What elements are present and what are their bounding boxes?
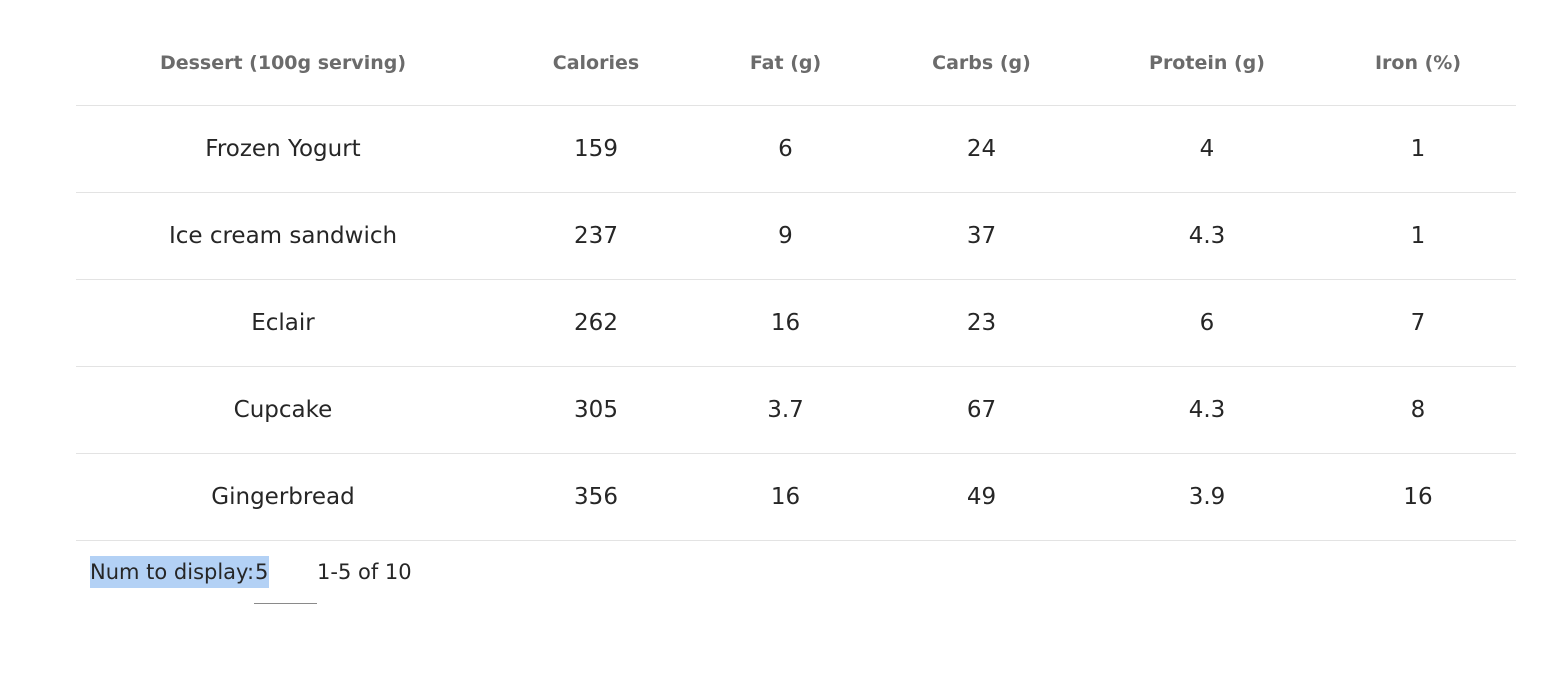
table-body: Frozen Yogurt 159 6 24 4 1 Ice cream san… — [76, 105, 1516, 541]
cell-calories: 159 — [490, 105, 702, 193]
cell-protein: 4.3 — [1094, 192, 1320, 280]
table-row[interactable]: Eclair 262 16 23 6 7 — [76, 279, 1516, 367]
cell-protein: 4 — [1094, 105, 1320, 193]
num-to-display-value: 5 — [254, 556, 270, 588]
cell-carbs: 23 — [869, 279, 1094, 367]
cell-protein: 4.3 — [1094, 366, 1320, 454]
cell-calories: 356 — [490, 453, 702, 541]
cell-iron: 1 — [1320, 192, 1516, 280]
pagination-bar: Num to display: 5 1-5 of 10 — [90, 556, 412, 606]
header-row: Dessert (100g serving) Calories Fat (g) … — [76, 20, 1516, 106]
cell-dessert: Ice cream sandwich — [76, 192, 490, 280]
cell-fat: 3.7 — [702, 366, 869, 454]
header-iron[interactable]: Iron (%) — [1320, 20, 1516, 106]
cell-dessert: Cupcake — [76, 366, 490, 454]
cell-iron: 8 — [1320, 366, 1516, 454]
table-row[interactable]: Cupcake 305 3.7 67 4.3 8 — [76, 366, 1516, 454]
cell-calories: 305 — [490, 366, 702, 454]
cell-carbs: 67 — [869, 366, 1094, 454]
page-range-text: 1-5 of 10 — [317, 560, 412, 584]
cell-calories: 262 — [490, 279, 702, 367]
num-to-display-label: Num to display: — [90, 556, 255, 588]
cell-protein: 3.9 — [1094, 453, 1320, 541]
desserts-table: Dessert (100g serving) Calories Fat (g) … — [76, 20, 1516, 541]
cell-iron: 7 — [1320, 279, 1516, 367]
table-row[interactable]: Frozen Yogurt 159 6 24 4 1 — [76, 105, 1516, 193]
cell-fat: 9 — [702, 192, 869, 280]
header-protein[interactable]: Protein (g) — [1094, 20, 1320, 106]
header-dessert[interactable]: Dessert (100g serving) — [76, 20, 490, 106]
cell-fat: 16 — [702, 279, 869, 367]
data-table-container: Dessert (100g serving) Calories Fat (g) … — [76, 20, 1516, 541]
cell-iron: 16 — [1320, 453, 1516, 541]
cell-dessert: Gingerbread — [76, 453, 490, 541]
header-fat[interactable]: Fat (g) — [702, 20, 869, 106]
cell-protein: 6 — [1094, 279, 1320, 367]
cell-fat: 16 — [702, 453, 869, 541]
cell-carbs: 24 — [869, 105, 1094, 193]
cell-calories: 237 — [490, 192, 702, 280]
header-calories[interactable]: Calories — [490, 20, 702, 106]
table-row[interactable]: Ice cream sandwich 237 9 37 4.3 1 — [76, 192, 1516, 280]
cell-fat: 6 — [702, 105, 869, 193]
table-row[interactable]: Gingerbread 356 16 49 3.9 16 — [76, 453, 1516, 541]
cell-dessert: Frozen Yogurt — [76, 105, 490, 193]
table-header: Dessert (100g serving) Calories Fat (g) … — [76, 20, 1516, 106]
header-carbs[interactable]: Carbs (g) — [869, 20, 1094, 106]
num-to-display-input[interactable]: 5 — [254, 556, 318, 604]
cell-carbs: 37 — [869, 192, 1094, 280]
cell-dessert: Eclair — [76, 279, 490, 367]
cell-iron: 1 — [1320, 105, 1516, 193]
cell-carbs: 49 — [869, 453, 1094, 541]
